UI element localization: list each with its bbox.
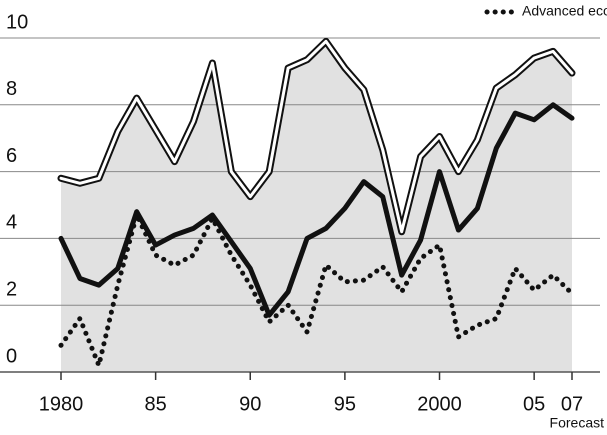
x-tick-label: 1980: [39, 393, 84, 415]
y-tick-label: 8: [6, 78, 17, 100]
y-tick-label: 2: [6, 278, 17, 300]
x-tick-label: 85: [145, 393, 167, 415]
y-tick-label: 10: [6, 11, 28, 33]
x-tick-label: 2000: [417, 393, 462, 415]
annotation: Forecast: [550, 415, 605, 431]
line: [58, 212, 575, 368]
x-tick-label: 05: [523, 393, 545, 415]
y-tick-label: 6: [6, 145, 17, 167]
line: [58, 102, 575, 318]
x-tick-label: 95: [334, 393, 356, 415]
legend-label: Advanced economies: [522, 3, 607, 19]
x-tick-label: 07: [561, 393, 583, 415]
x-tick-label: 90: [239, 393, 261, 415]
y-tick-label: 4: [6, 212, 17, 234]
line: [59, 39, 574, 234]
area: [61, 41, 572, 373]
y-tick-label: 0: [6, 345, 17, 367]
